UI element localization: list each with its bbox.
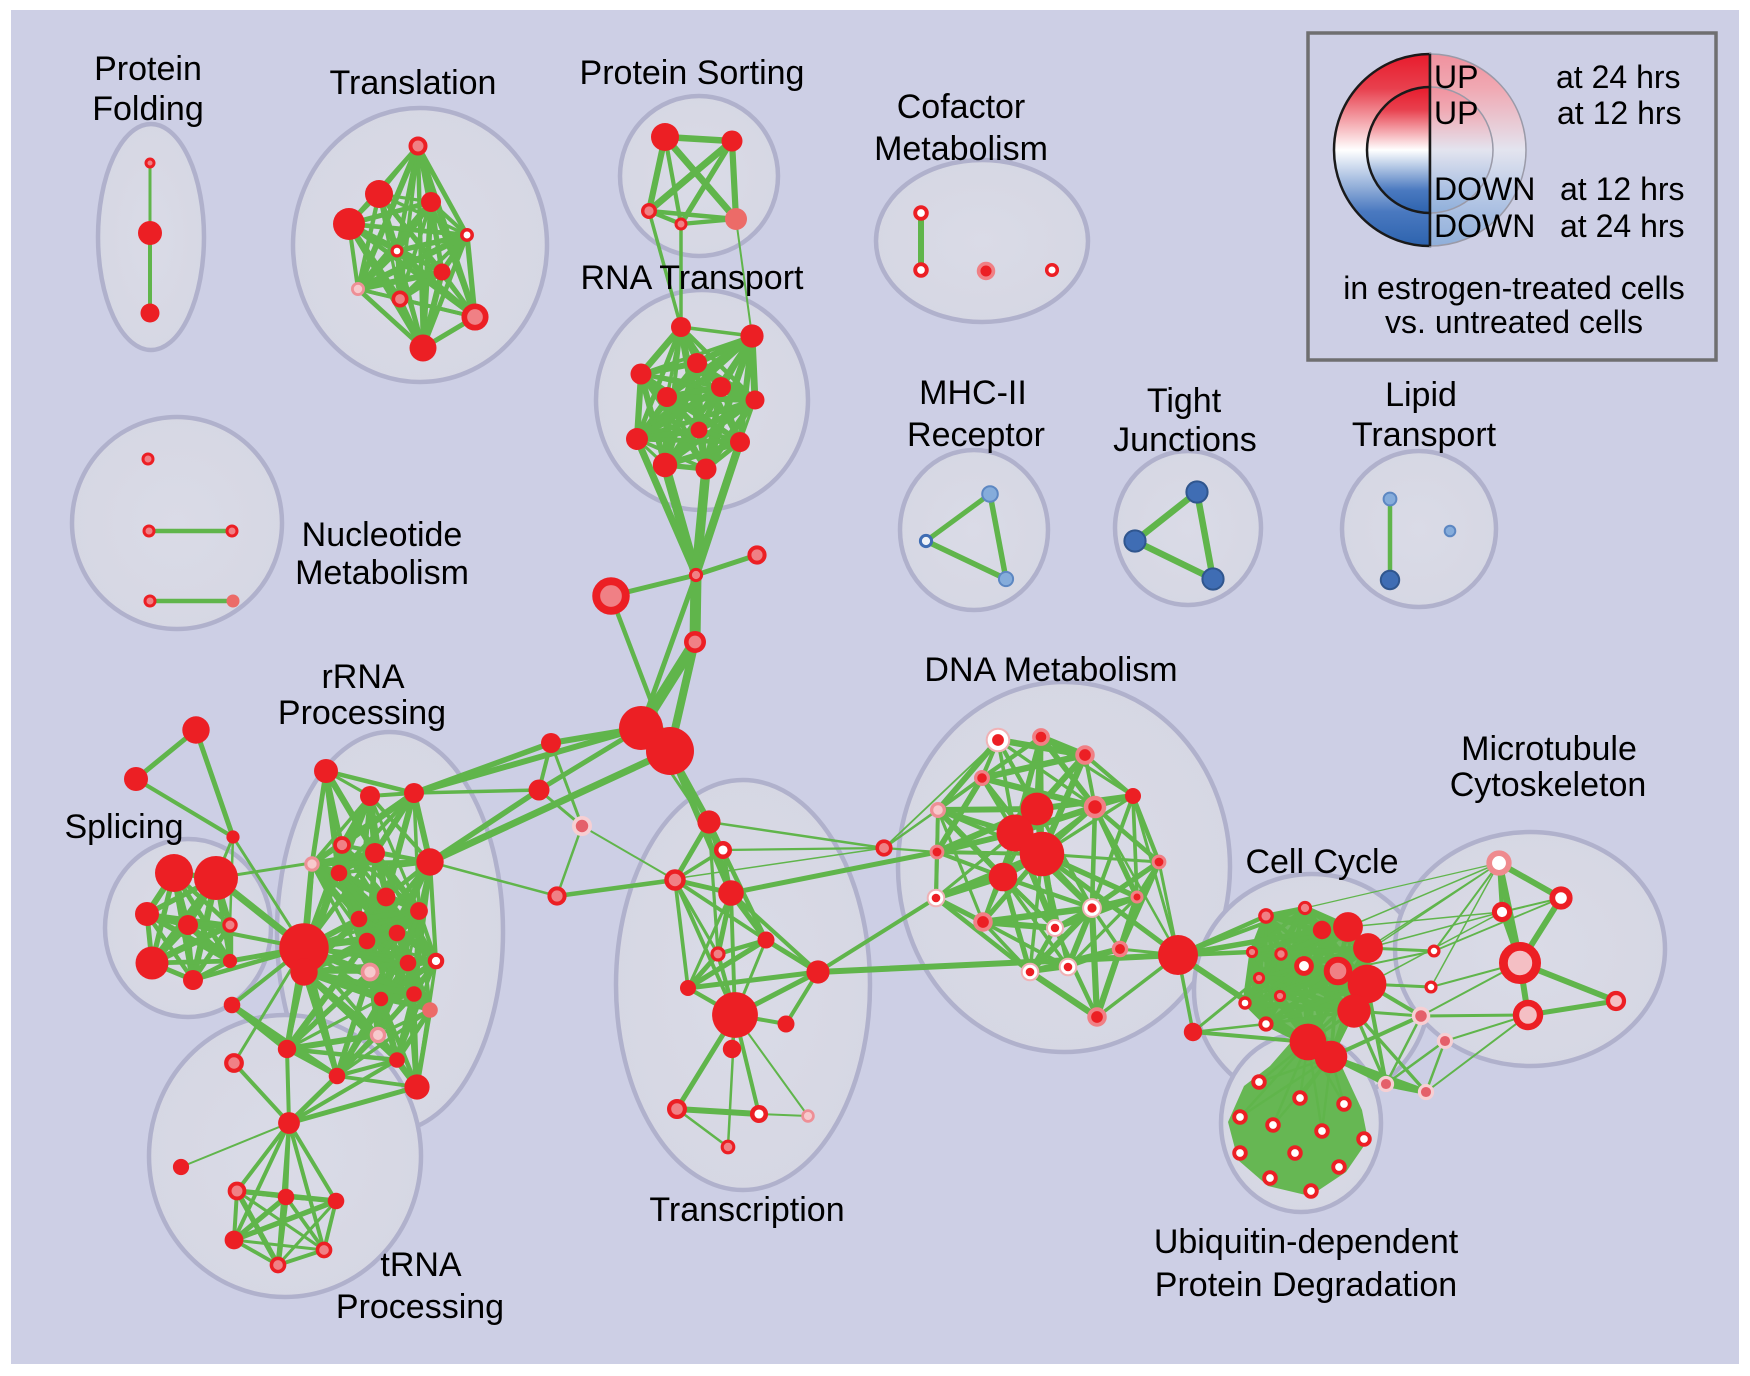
svg-text:Metabolism: Metabolism xyxy=(295,554,469,592)
svg-text:Nucleotide: Nucleotide xyxy=(302,516,463,554)
svg-text:Lipid: Lipid xyxy=(1385,376,1457,414)
svg-text:at 12 hrs: at 12 hrs xyxy=(1557,95,1682,131)
svg-text:Protein: Protein xyxy=(94,50,202,88)
svg-text:in estrogen-treated cells: in estrogen-treated cells xyxy=(1343,270,1685,306)
svg-text:at 12 hrs: at 12 hrs xyxy=(1560,171,1685,207)
svg-text:DOWN: DOWN xyxy=(1434,208,1535,244)
svg-text:UP: UP xyxy=(1434,59,1478,95)
svg-text:Metabolism: Metabolism xyxy=(874,130,1048,168)
svg-text:at 24 hrs: at 24 hrs xyxy=(1556,59,1681,95)
svg-text:DOWN: DOWN xyxy=(1434,171,1535,207)
svg-text:at 24 hrs: at 24 hrs xyxy=(1560,208,1685,244)
svg-text:RNA Transport: RNA Transport xyxy=(581,259,805,297)
svg-text:Translation: Translation xyxy=(330,64,497,102)
svg-text:Tight: Tight xyxy=(1147,382,1222,420)
svg-text:Folding: Folding xyxy=(92,90,204,128)
svg-text:Cofactor: Cofactor xyxy=(897,88,1026,126)
svg-text:UP: UP xyxy=(1434,95,1478,131)
svg-text:Cytoskeleton: Cytoskeleton xyxy=(1450,766,1647,804)
svg-text:rRNA: rRNA xyxy=(321,658,404,696)
svg-text:MHC-II: MHC-II xyxy=(919,374,1027,412)
svg-text:Splicing: Splicing xyxy=(64,808,183,846)
svg-text:Processing: Processing xyxy=(278,694,446,732)
svg-text:tRNA: tRNA xyxy=(380,1246,462,1284)
svg-text:Protein Sorting: Protein Sorting xyxy=(580,54,805,92)
svg-text:Junctions: Junctions xyxy=(1113,421,1257,459)
svg-text:Transport: Transport xyxy=(1352,416,1497,454)
svg-text:DNA Metabolism: DNA Metabolism xyxy=(924,651,1177,689)
svg-text:Receptor: Receptor xyxy=(907,416,1045,454)
svg-text:Cell Cycle: Cell Cycle xyxy=(1245,843,1398,881)
svg-text:Transcription: Transcription xyxy=(649,1191,844,1229)
svg-text:Processing: Processing xyxy=(336,1288,504,1326)
svg-text:Ubiquitin-dependent: Ubiquitin-dependent xyxy=(1154,1223,1459,1261)
svg-text:Protein Degradation: Protein Degradation xyxy=(1155,1266,1457,1304)
svg-text:vs. untreated cells: vs. untreated cells xyxy=(1385,304,1643,340)
svg-text:Microtubule: Microtubule xyxy=(1461,730,1637,768)
